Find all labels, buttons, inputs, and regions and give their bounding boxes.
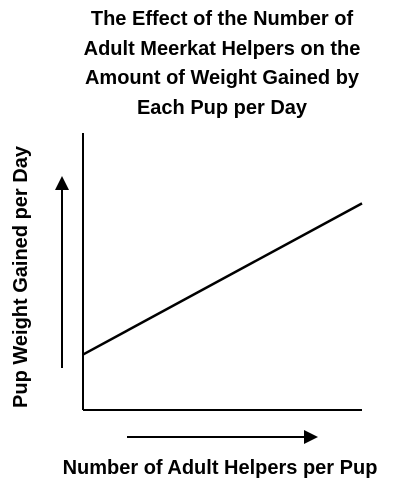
y-axis-label: Pup Weight Gained per Day [10, 145, 32, 408]
x-direction-arrow [127, 430, 318, 444]
chart-title-line-4: Each Pup per Day [137, 97, 308, 119]
plot-area [82, 202, 363, 356]
series-line-1 [82, 202, 363, 356]
chart-title-line-3: Amount of Weight Gained by [85, 67, 360, 89]
x-axis-label: Number of Adult Helpers per Pup [63, 457, 378, 479]
chart-title-line-1: The Effect of the Number of [91, 8, 354, 30]
y-direction-arrow-head [55, 176, 69, 190]
x-direction-arrow-head [304, 430, 318, 444]
chart-title-line-2: Adult Meerkat Helpers on the [84, 38, 361, 60]
y-direction-arrow [55, 176, 69, 368]
chart-title: The Effect of the Number of Adult Meerka… [84, 8, 361, 119]
